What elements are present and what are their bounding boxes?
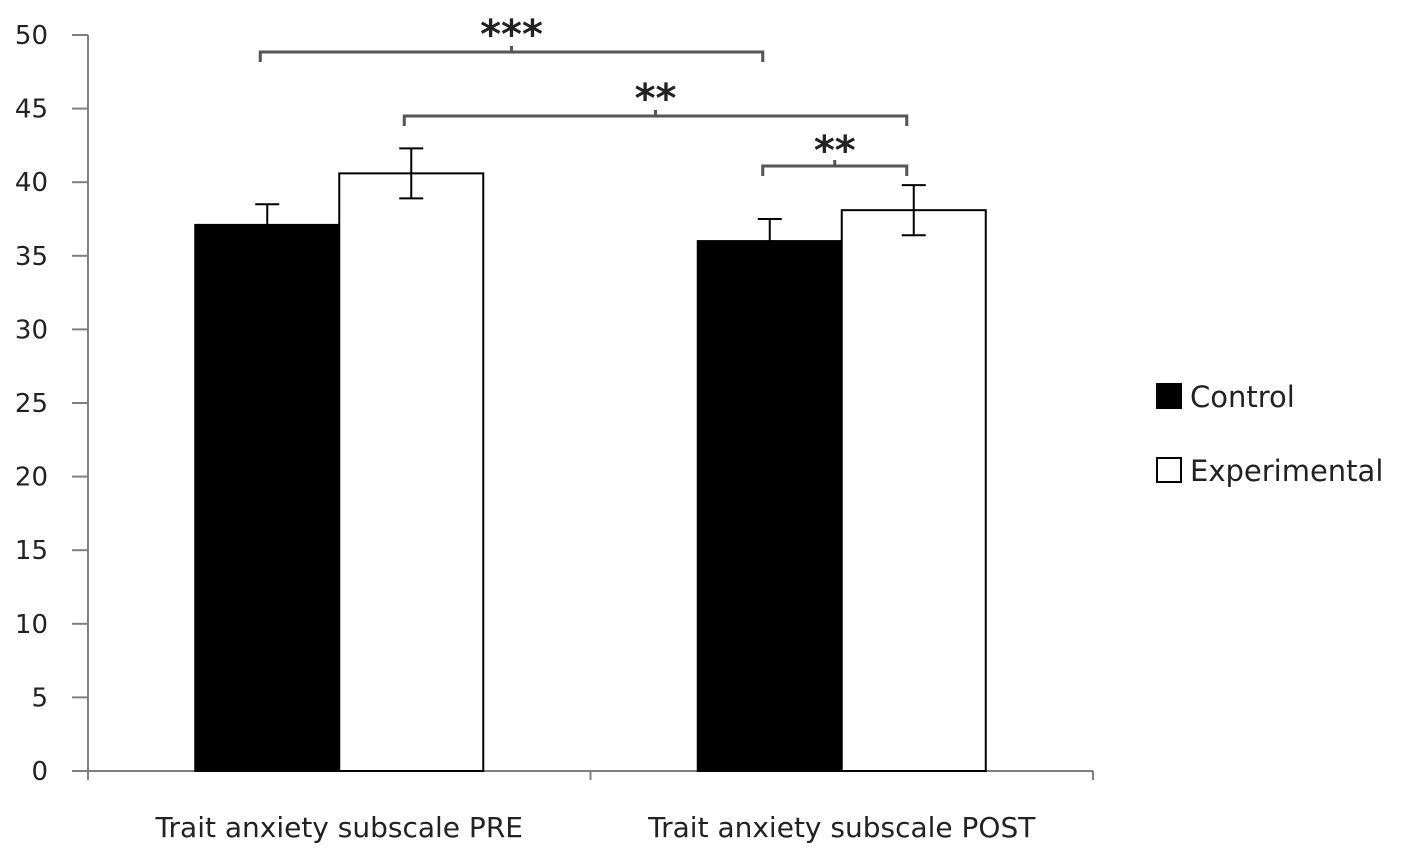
legend: Control Experimental [1156,380,1383,488]
x-category-label: Trait anxiety subscale PRE [155,811,523,844]
y-tick-label: 15 [15,536,48,566]
bar-control-1 [696,240,843,772]
x-axis: Trait anxiety subscale PRE Trait anxiety … [87,770,1094,844]
y-tick-label: 20 [15,463,48,493]
legend-swatch-control [1156,383,1182,409]
y-tick-label: 40 [15,168,48,198]
y-tick-label: 45 [15,95,48,125]
legend-label-control: Control [1190,380,1295,414]
significance-brackets: ******* [258,12,909,176]
y-axis: 0 5 10 15 20 25 30 35 40 45 50 [15,21,89,787]
y-tick-label: 50 [15,21,48,51]
bar-experimental-1 [840,209,987,772]
significance-label: ** [635,76,677,122]
bar-experimental-0 [338,172,485,773]
y-tick-label: 10 [15,610,48,640]
y-tick-label: 30 [15,315,48,345]
y-tick-label: 5 [31,683,48,713]
bar-control-0 [194,223,341,772]
significance-label: ** [814,128,856,174]
error-bars [255,147,926,265]
bars [194,172,987,773]
x-category-label: Trait anxiety subscale POST [647,811,1036,844]
significance-label: *** [480,12,543,58]
y-tick-label: 35 [15,242,48,272]
legend-swatch-experimental [1156,457,1182,483]
legend-label-experimental: Experimental [1190,454,1383,488]
y-tick-label: 0 [31,757,48,787]
y-tick-label: 25 [15,389,48,419]
